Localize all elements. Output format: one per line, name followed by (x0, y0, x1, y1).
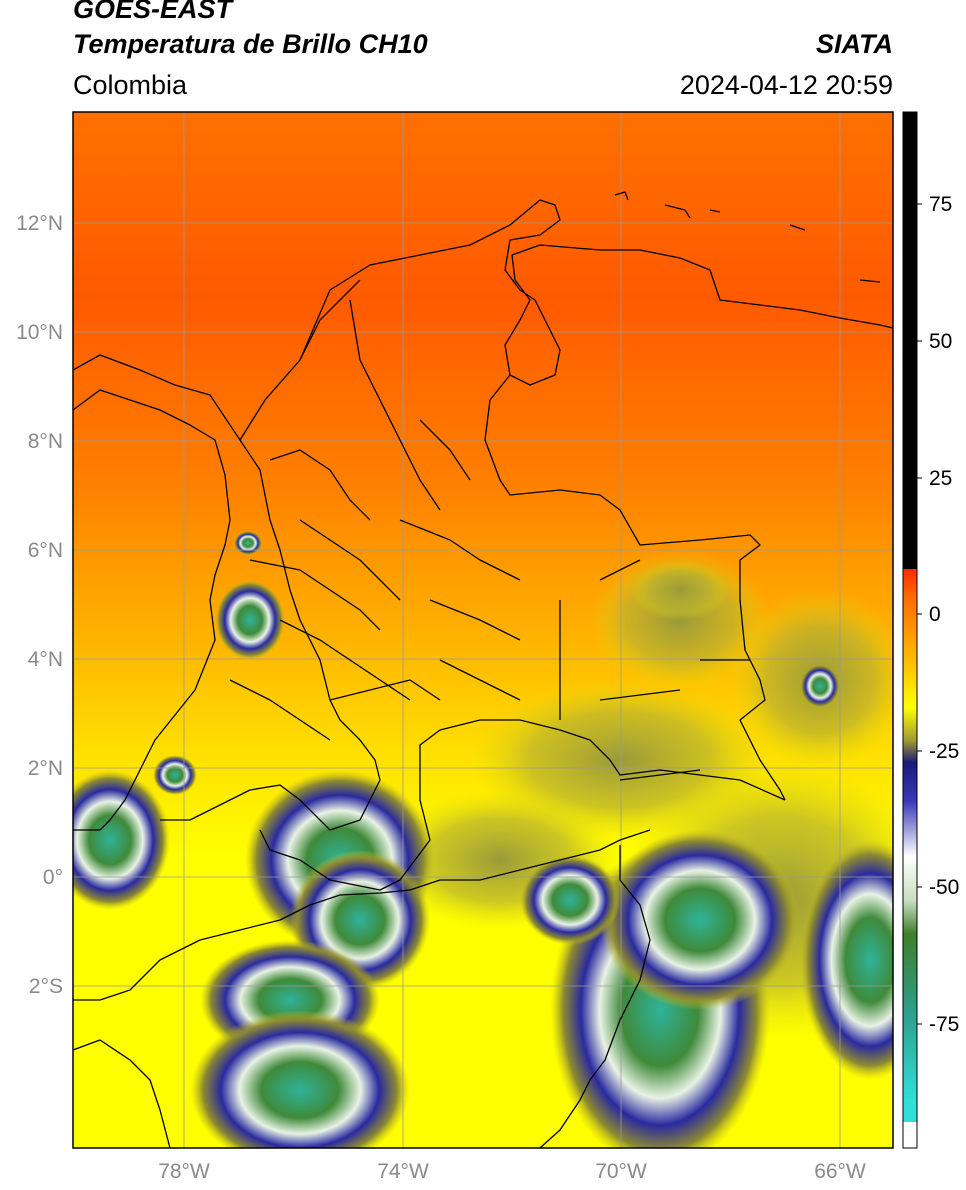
lon-label: 74°W (377, 1160, 429, 1183)
caribbean-coast (73, 199, 893, 441)
islands (614, 191, 881, 283)
venezuela-interior (559, 559, 750, 781)
pacific-coast (73, 389, 231, 831)
coastlines-and-borders (73, 191, 893, 1148)
map-frame (72, 111, 894, 1149)
peru-coast (73, 1039, 171, 1148)
colombia-brazil-border (259, 719, 786, 891)
longitude-labels: 78°W 74°W 70°W 66°W (158, 1160, 866, 1183)
lat-label: 2°N (28, 757, 63, 780)
colorbar: 75 50 25 0 -25 -50 -75 (902, 111, 959, 1149)
latitude-labels: 12°N 10°N 8°N 6°N 4°N 2°N 0° 2°S (16, 212, 63, 998)
colorbar-gradient (903, 569, 917, 1122)
agency-label: SIATA (816, 29, 893, 59)
brightness-temperature-field (73, 112, 893, 1148)
ecuador-peru-border (73, 829, 651, 1001)
dept-borders (229, 279, 521, 741)
lon-label: 70°W (595, 1160, 647, 1183)
lat-label: 4°N (28, 648, 63, 671)
satellite-title: GOES-EAST (73, 0, 233, 24)
brazil-peru-border (539, 845, 651, 1148)
product-title: Temperatura de Brillo CH10 (73, 29, 428, 59)
colorbar-tick: -25 (929, 740, 959, 763)
colorbar-tick: -75 (929, 1013, 959, 1036)
colorbar-white-segment (903, 1122, 917, 1148)
lat-label: 0° (43, 866, 63, 889)
lat-label: 8°N (28, 430, 63, 453)
colombia-outline (160, 439, 381, 831)
colorbar-black-segment (903, 112, 917, 569)
graticule (73, 112, 893, 1148)
lat-label: 2°S (29, 975, 63, 998)
lon-label: 66°W (814, 1160, 866, 1183)
colorbar-frame (902, 111, 918, 1149)
colorbar-tick: 0 (929, 603, 941, 626)
colorbar-tick: 25 (929, 467, 952, 490)
colombia-venezuela-border (484, 374, 786, 801)
datetime-label: 2024-04-12 20:59 (679, 70, 893, 100)
region-label: Colombia (73, 70, 188, 100)
colorbar-tick: 75 (929, 193, 952, 216)
lat-label: 10°N (16, 321, 63, 344)
lat-label: 6°N (28, 539, 63, 562)
colorbar-tick: -50 (929, 876, 959, 899)
colorbar-tick: 50 (929, 330, 952, 353)
lat-label: 12°N (16, 212, 63, 235)
lon-label: 78°W (158, 1160, 210, 1183)
